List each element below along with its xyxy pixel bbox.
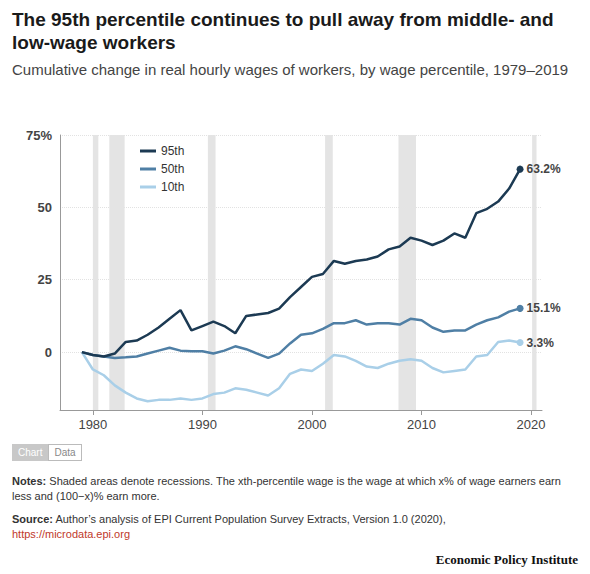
svg-text:2000: 2000 — [297, 417, 326, 432]
svg-text:15.1%: 15.1% — [527, 301, 561, 315]
html-text:Economic Policy Institute: Economic Policy Institute — [435, 552, 578, 567]
html-text:Chart: Chart — [18, 447, 43, 458]
svg-text:1980: 1980 — [78, 417, 107, 432]
html-text:Cumulative change in real hour: Cumulative change in real hourly wages o… — [12, 61, 569, 78]
html-text:Notes: Shaded areas denote rec: Notes: Shaded areas denote recessions. T… — [12, 475, 561, 502]
html-text:https://microdata.epi.org: https://microdata.epi.org — [12, 528, 130, 540]
svg-text:75%: 75% — [26, 128, 52, 143]
svg-text:10th: 10th — [161, 180, 184, 194]
html-text:Data: Data — [54, 447, 76, 458]
svg-text:3.3%: 3.3% — [527, 336, 555, 350]
svg-text:2010: 2010 — [407, 417, 436, 432]
svg-text:25: 25 — [38, 272, 52, 287]
svg-text:1990: 1990 — [188, 417, 217, 432]
svg-text:2020: 2020 — [517, 417, 546, 432]
html-text:The 95th percentile continues: The 95th percentile continues to pull aw… — [12, 9, 554, 53]
svg-text:50th: 50th — [161, 162, 184, 176]
svg-text:95th: 95th — [161, 144, 184, 158]
svg-text:50: 50 — [38, 200, 52, 215]
svg-text:0: 0 — [45, 345, 52, 360]
svg-text:63.2%: 63.2% — [527, 162, 561, 176]
html-text:Source: Author’s analysis of E: Source: Author’s analysis of EPI Current… — [12, 513, 446, 525]
